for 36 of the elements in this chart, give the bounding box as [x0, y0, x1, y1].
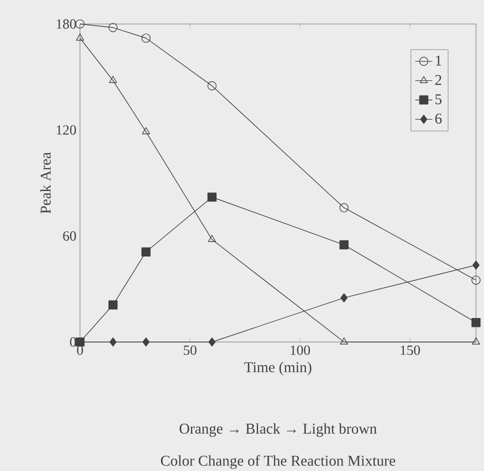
x-tick-label: 100 — [290, 345, 310, 355]
x-tick-label: 150 — [400, 345, 420, 355]
point — [109, 76, 117, 83]
point — [471, 276, 481, 285]
point — [142, 127, 150, 134]
legend-label: 5 — [435, 94, 442, 104]
point — [339, 203, 349, 212]
point — [207, 192, 217, 202]
x-axis-title: Time (min) — [244, 362, 312, 376]
y-tick-label: 120 — [56, 125, 76, 135]
point — [340, 337, 348, 344]
y-tick-label: 60 — [63, 231, 76, 241]
point — [108, 300, 118, 310]
text: Orange → Black → Light brown — [180, 423, 377, 437]
y-axis-title: Peak Area — [40, 152, 51, 214]
point — [208, 234, 216, 242]
point — [339, 240, 349, 250]
point — [207, 81, 217, 90]
point — [340, 293, 348, 302]
legend-label: 2 — [435, 74, 442, 85]
point — [472, 260, 480, 270]
point — [472, 337, 480, 344]
text: Color Change of The Reaction Mixture — [160, 455, 396, 469]
y-tick-label: 180 — [56, 19, 76, 29]
legend-label: 1 — [436, 56, 442, 66]
point — [141, 247, 151, 256]
point — [75, 19, 85, 28]
x-tick-label: 50 — [184, 345, 196, 355]
point — [142, 337, 150, 346]
point — [208, 337, 216, 346]
point — [110, 337, 117, 346]
point — [141, 33, 151, 43]
legend-label: 6 — [435, 114, 442, 124]
point — [471, 318, 481, 328]
point — [108, 22, 118, 32]
point — [76, 33, 84, 40]
